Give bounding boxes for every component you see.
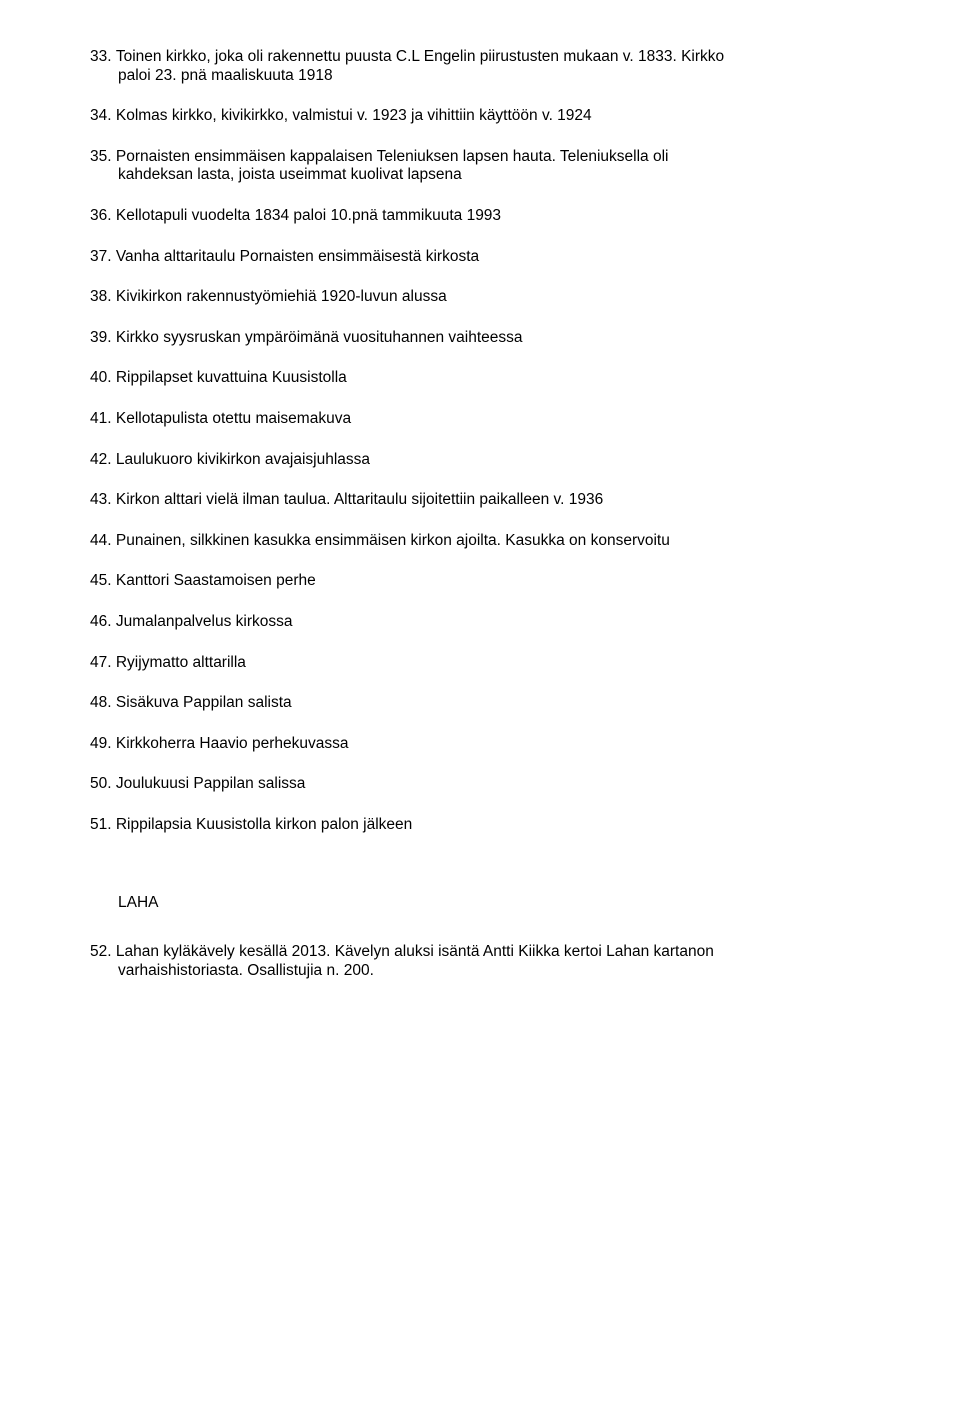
item-text: Rippilapset kuvattuina Kuusistolla [116, 369, 870, 388]
item-number: 40. [90, 369, 116, 388]
item-number: 45. [90, 572, 116, 591]
list-item: 50. Joulukuusi Pappilan salissa [90, 775, 870, 794]
item-number: 36. [90, 207, 116, 226]
section-heading: LAHA [90, 894, 870, 913]
item-text: Kanttori Saastamoisen perhe [116, 572, 870, 591]
item-continuation: varhaishistoriasta. Osallistujia n. 200. [90, 962, 870, 981]
item-number: 50. [90, 775, 116, 794]
item-text: Lahan kyläkävely kesällä 2013. Kävelyn a… [116, 943, 870, 962]
item-number: 42. [90, 451, 116, 470]
list-item: 35. Pornaisten ensimmäisen kappalaisen T… [90, 148, 870, 185]
item-number: 48. [90, 694, 116, 713]
list-item: 52. Lahan kyläkävely kesällä 2013. Kävel… [90, 943, 870, 980]
item-number: 46. [90, 613, 116, 632]
item-text: Laulukuoro kivikirkon avajaisjuhlassa [116, 451, 870, 470]
list-item: 42. Laulukuoro kivikirkon avajaisjuhlass… [90, 451, 870, 470]
list-item: 39. Kirkko syysruskan ympäröimänä vuosit… [90, 329, 870, 348]
item-number: 39. [90, 329, 116, 348]
list-item: 44. Punainen, silkkinen kasukka ensimmäi… [90, 532, 870, 551]
list-item: 47. Ryijymatto alttarilla [90, 654, 870, 673]
item-number: 43. [90, 491, 116, 510]
list-item: 38. Kivikirkon rakennustyömiehiä 1920-lu… [90, 288, 870, 307]
list-item: 36. Kellotapuli vuodelta 1834 paloi 10.p… [90, 207, 870, 226]
list-item: 33. Toinen kirkko, joka oli rakennettu p… [90, 48, 870, 85]
item-text: Toinen kirkko, joka oli rakennettu puust… [116, 48, 870, 67]
list-item: 45. Kanttori Saastamoisen perhe [90, 572, 870, 591]
item-text: Jumalanpalvelus kirkossa [116, 613, 870, 632]
item-number: 37. [90, 248, 116, 267]
item-continuation: paloi 23. pnä maaliskuuta 1918 [90, 67, 870, 86]
list-item: 34. Kolmas kirkko, kivikirkko, valmistui… [90, 107, 870, 126]
item-number: 41. [90, 410, 116, 429]
item-text: Ryijymatto alttarilla [116, 654, 870, 673]
item-number: 49. [90, 735, 116, 754]
item-number: 44. [90, 532, 116, 551]
document-page: 33. Toinen kirkko, joka oli rakennettu p… [0, 0, 960, 1414]
item-number: 38. [90, 288, 116, 307]
item-text: Kirkon alttari vielä ilman taulua. Altta… [116, 491, 870, 510]
item-text: Rippilapsia Kuusistolla kirkon palon jäl… [116, 816, 870, 835]
item-number: 52. [90, 943, 116, 962]
list-item: 49. Kirkkoherra Haavio perhekuvassa [90, 735, 870, 754]
list-item: 43. Kirkon alttari vielä ilman taulua. A… [90, 491, 870, 510]
item-text: Punainen, silkkinen kasukka ensimmäisen … [116, 532, 870, 551]
item-text: Kivikirkon rakennustyömiehiä 1920-luvun … [116, 288, 870, 307]
item-continuation: kahdeksan lasta, joista useimmat kuoliva… [90, 166, 870, 185]
item-list: 33. Toinen kirkko, joka oli rakennettu p… [90, 48, 870, 834]
item-number: 35. [90, 148, 116, 167]
item-text: Kellotapuli vuodelta 1834 paloi 10.pnä t… [116, 207, 870, 226]
list-item: 51. Rippilapsia Kuusistolla kirkon palon… [90, 816, 870, 835]
item-text: Joulukuusi Pappilan salissa [116, 775, 870, 794]
list-item: 41. Kellotapulista otettu maisemakuva [90, 410, 870, 429]
item-text: Kirkko syysruskan ympäröimänä vuosituhan… [116, 329, 870, 348]
item-text: Kolmas kirkko, kivikirkko, valmistui v. … [116, 107, 870, 126]
item-number: 51. [90, 816, 116, 835]
item-text: Pornaisten ensimmäisen kappalaisen Telen… [116, 148, 870, 167]
list-item: 46. Jumalanpalvelus kirkossa [90, 613, 870, 632]
item-text: Sisäkuva Pappilan salista [116, 694, 870, 713]
item-list-2: 52. Lahan kyläkävely kesällä 2013. Kävel… [90, 943, 870, 980]
list-item: 40. Rippilapset kuvattuina Kuusistolla [90, 369, 870, 388]
item-text: Vanha alttaritaulu Pornaisten ensimmäise… [116, 248, 870, 267]
item-text: Kirkkoherra Haavio perhekuvassa [116, 735, 870, 754]
item-text: Kellotapulista otettu maisemakuva [116, 410, 870, 429]
list-item: 37. Vanha alttaritaulu Pornaisten ensimm… [90, 248, 870, 267]
item-number: 33. [90, 48, 116, 67]
item-number: 34. [90, 107, 116, 126]
list-item: 48. Sisäkuva Pappilan salista [90, 694, 870, 713]
item-number: 47. [90, 654, 116, 673]
